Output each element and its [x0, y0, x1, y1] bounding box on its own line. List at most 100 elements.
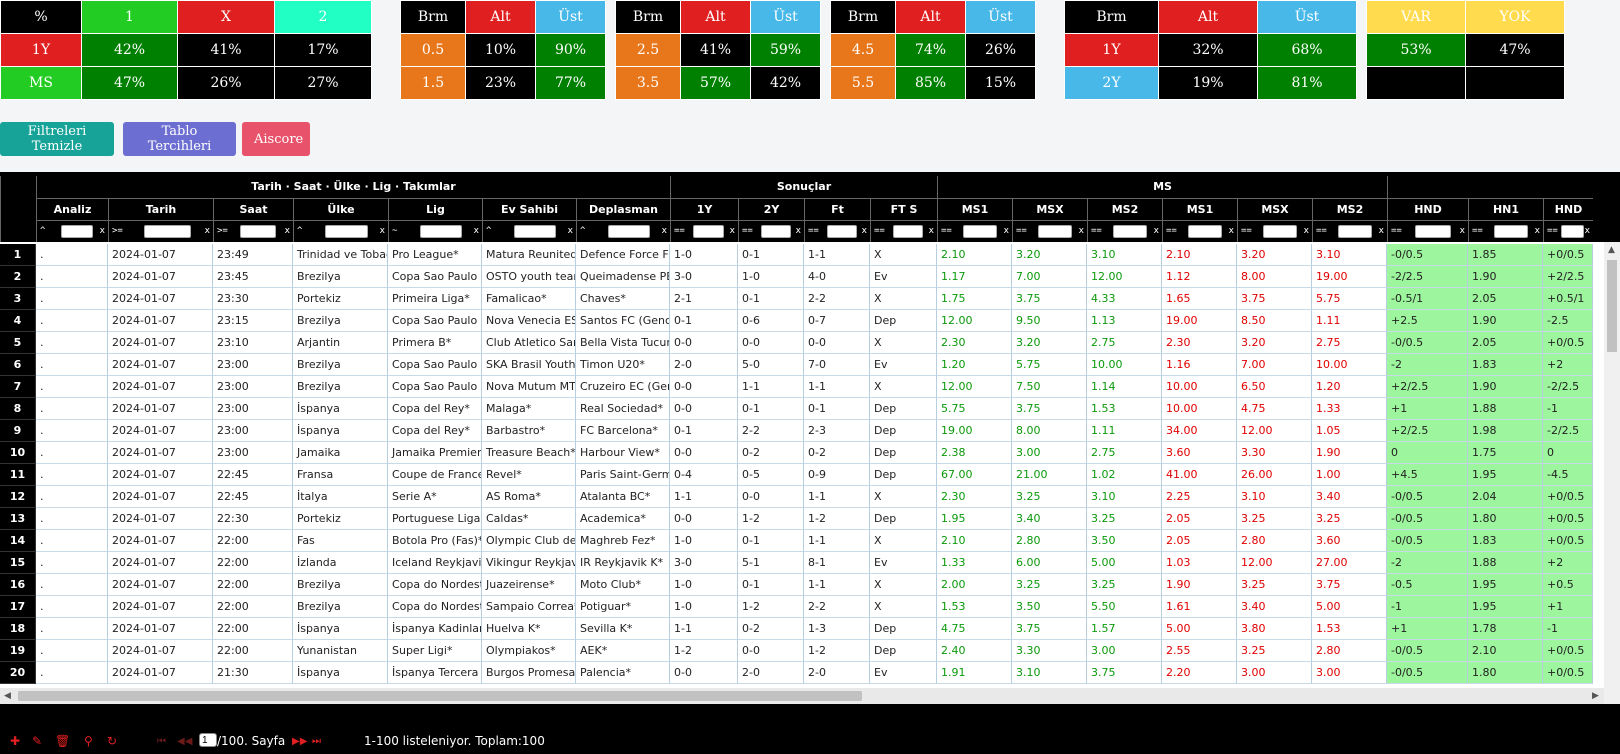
filter-operator[interactable]: == — [1016, 226, 1027, 236]
filter-clear-button[interactable]: x — [284, 226, 290, 236]
table-row[interactable]: 15. 2024-01-07 22:00 İzlanda Iceland Reykjav… — [0, 552, 1604, 574]
table-row[interactable]: 11. 2024-01-07 22:45 Fransa Coupe de France*… — [0, 464, 1604, 486]
filter-input[interactable] — [827, 225, 857, 238]
column-header-ms1[interactable]: MS1 — [937, 198, 1012, 220]
filter-operator[interactable]: == — [1472, 226, 1483, 236]
table-row[interactable]: 20. 2024-01-07 21:30 İspanya İspanya Tercera… — [0, 662, 1604, 684]
row-number[interactable]: 18 — [0, 618, 36, 640]
filter-input[interactable] — [144, 225, 191, 238]
filter-operator[interactable]: == — [941, 226, 952, 236]
column-header-analiz[interactable]: Analiz — [36, 198, 108, 220]
clear-filters-button[interactable]: Filtreleri Temizle — [0, 122, 114, 156]
table-row[interactable]: 10. 2024-01-07 23:00 Jamaika Jamaika Premier… — [0, 442, 1604, 464]
column-header-ms2[interactable]: MS2 — [1087, 198, 1162, 220]
column-header-2y[interactable]: 2Y — [738, 198, 804, 220]
column-header-deplasman[interactable]: Deplasman — [576, 198, 670, 220]
column-header-ülke[interactable]: Ülke — [293, 198, 388, 220]
row-number[interactable]: 1 — [0, 244, 36, 266]
prev-page-icon[interactable]: ◀◀ — [177, 736, 193, 747]
filter-clear-button[interactable]: x — [1303, 226, 1309, 236]
filter-clear-button[interactable]: x — [379, 226, 385, 236]
table-preferences-button[interactable]: Tablo Tercihleri — [123, 122, 236, 156]
column-header-ft[interactable]: Ft — [804, 198, 870, 220]
next-page-icon[interactable]: ▶▶ — [292, 736, 308, 747]
filter-operator[interactable]: == — [874, 226, 885, 236]
filter-input[interactable] — [1415, 225, 1451, 238]
filter-input[interactable] — [1494, 225, 1528, 238]
filter-operator[interactable]: == — [1391, 226, 1402, 236]
row-number[interactable]: 5 — [0, 332, 36, 354]
filter-input[interactable] — [1038, 225, 1072, 238]
filter-clear-button[interactable]: x — [1534, 226, 1540, 236]
filter-clear-button[interactable]: x — [795, 226, 801, 236]
table-row[interactable]: 8. 2024-01-07 23:00 İspanya Copa del Rey* Mal… — [0, 398, 1604, 420]
filter-clear-button[interactable]: x — [1228, 226, 1234, 236]
row-number[interactable]: 19 — [0, 640, 36, 662]
filter-input[interactable] — [1188, 225, 1222, 238]
filter-input[interactable] — [420, 225, 462, 238]
table-row[interactable]: 16. 2024-01-07 22:00 Brezilya Copa do Nordes… — [0, 574, 1604, 596]
horizontal-scrollbar[interactable]: ◀ ▶ — [0, 688, 1604, 704]
filter-clear-button[interactable]: x — [729, 226, 735, 236]
filter-operator[interactable]: == — [1241, 226, 1252, 236]
add-icon[interactable]: ✚ — [10, 734, 21, 748]
filter-clear-button[interactable]: x — [567, 226, 573, 236]
vertical-scroll-thumb[interactable] — [1607, 260, 1617, 352]
vertical-scrollbar[interactable]: ▲ — [1604, 242, 1620, 704]
column-header-msx[interactable]: MSX — [1237, 198, 1312, 220]
table-row[interactable]: 17. 2024-01-07 22:00 Brezilya Copa do Nordes… — [0, 596, 1604, 618]
row-number[interactable]: 15 — [0, 552, 36, 574]
filter-input[interactable] — [1113, 225, 1147, 238]
filter-operator[interactable]: ^ — [580, 226, 586, 236]
table-row[interactable]: 2. 2024-01-07 23:45 Brezilya Copa Sao Paulo … — [0, 266, 1604, 288]
row-number[interactable]: 13 — [0, 508, 36, 530]
table-row[interactable]: 13. 2024-01-07 22:30 Portekiz Portuguese Lig… — [0, 508, 1604, 530]
column-header-hn1[interactable]: HN1 — [1468, 198, 1543, 220]
row-number[interactable]: 7 — [0, 376, 36, 398]
filter-input[interactable] — [1338, 225, 1372, 238]
aiscore-button[interactable]: Aiscore — [242, 122, 310, 156]
filter-operator[interactable]: == — [808, 226, 819, 236]
column-header-hnd[interactable]: HND — [1543, 198, 1593, 220]
filter-input[interactable] — [893, 225, 923, 238]
row-number[interactable]: 2 — [0, 266, 36, 288]
filter-clear-button[interactable]: x — [204, 226, 210, 236]
column-header-ft-s[interactable]: FT S — [870, 198, 937, 220]
table-row[interactable]: 5. 2024-01-07 23:10 Arjantin Primera B* Club … — [0, 332, 1604, 354]
filter-clear-button[interactable]: x — [661, 226, 667, 236]
filter-input[interactable] — [325, 225, 368, 238]
row-number[interactable]: 9 — [0, 420, 36, 442]
table-row[interactable]: 9. 2024-01-07 23:00 İspanya Copa del Rey* Bar… — [0, 420, 1604, 442]
search-icon[interactable]: ⚲ — [84, 734, 93, 748]
scroll-left-icon[interactable]: ◀ — [4, 691, 11, 701]
column-header-lig[interactable]: Lig — [388, 198, 482, 220]
filter-input[interactable] — [240, 225, 276, 238]
filter-operator[interactable]: ~ — [392, 226, 398, 236]
first-page-icon[interactable]: ⏮ — [157, 736, 166, 747]
scroll-up-icon[interactable]: ▲ — [1608, 245, 1615, 255]
column-header-tarih[interactable]: Tarih — [108, 198, 213, 220]
filter-operator[interactable]: == — [674, 226, 685, 236]
table-row[interactable]: 7. 2024-01-07 23:00 Brezilya Copa Sao Paulo … — [0, 376, 1604, 398]
filter-clear-button[interactable]: x — [99, 226, 105, 236]
table-row[interactable]: 14. 2024-01-07 22:00 Fas Botola Pro (Fas)* Ol… — [0, 530, 1604, 552]
row-number[interactable]: 3 — [0, 288, 36, 310]
filter-clear-button[interactable]: x — [1078, 226, 1084, 236]
table-row[interactable]: 4. 2024-01-07 23:15 Brezilya Copa Sao Paulo … — [0, 310, 1604, 332]
row-number[interactable]: 14 — [0, 530, 36, 552]
row-number[interactable]: 17 — [0, 596, 36, 618]
row-number[interactable]: 8 — [0, 398, 36, 420]
filter-input[interactable] — [514, 225, 556, 238]
table-row[interactable]: 6. 2024-01-07 23:00 Brezilya Copa Sao Paulo … — [0, 354, 1604, 376]
row-number[interactable]: 4 — [0, 310, 36, 332]
filter-clear-button[interactable]: x — [1584, 226, 1590, 236]
table-row[interactable]: 18. 2024-01-07 22:00 İspanya İspanya Kadinla… — [0, 618, 1604, 640]
column-header-ev-sahibi[interactable]: Ev Sahibi — [482, 198, 576, 220]
row-number[interactable]: 11 — [0, 464, 36, 486]
table-row[interactable]: 12. 2024-01-07 22:45 İtalya Serie A* AS Roma*… — [0, 486, 1604, 508]
filter-clear-button[interactable]: x — [861, 226, 867, 236]
row-number[interactable]: 6 — [0, 354, 36, 376]
filter-input[interactable] — [761, 225, 791, 238]
filter-clear-button[interactable]: x — [1153, 226, 1159, 236]
